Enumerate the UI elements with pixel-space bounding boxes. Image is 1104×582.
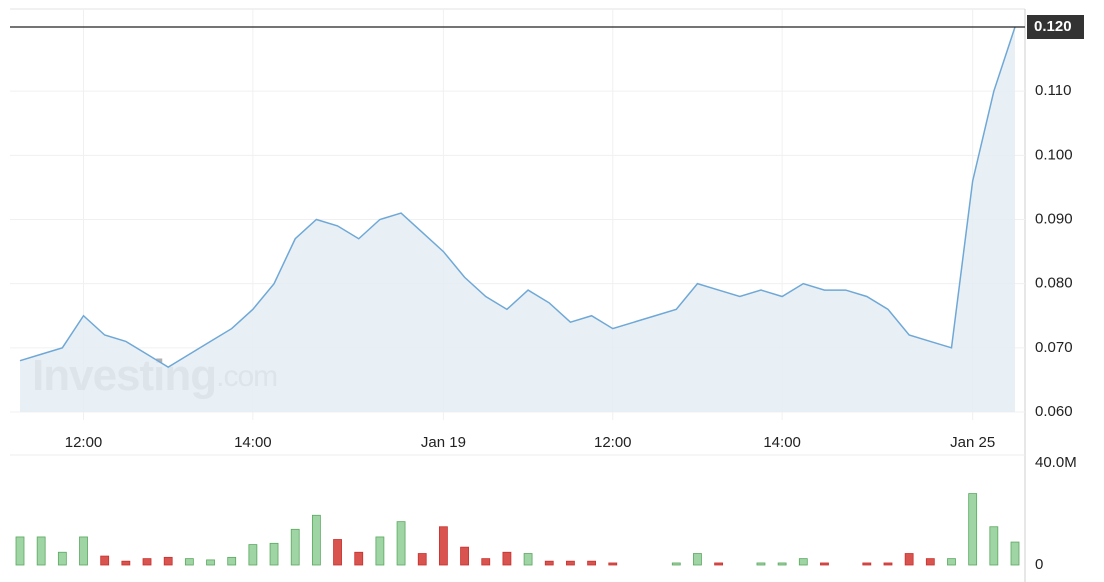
volume-bar [566,560,575,566]
volume-bar [227,556,237,566]
volume-bar [693,553,702,566]
area-fill [20,27,1015,412]
volume-bar [777,562,787,566]
volume-bar [206,559,215,566]
volume-bar [904,553,914,566]
volume-bar [587,560,596,566]
volume-bar [396,521,406,566]
volume-bar [544,560,554,566]
x-tick-label: 12:00 [65,434,103,451]
volume-bar [184,558,194,566]
volume-bar [121,560,131,566]
volume-bar [333,539,342,566]
last-price-box [1027,15,1084,39]
x-tick-label: Jan 25 [950,434,995,451]
x-tick-label: 14:00 [234,434,272,451]
y-tick-label: 0.100 [1035,146,1073,163]
volume-bar [311,514,321,566]
volume-bar [968,493,978,566]
x-tick-label: 12:00 [594,434,632,451]
volume-bar [100,555,110,566]
volume-bar [671,562,681,566]
x-tick-label: 14:00 [763,434,801,451]
volume-bar [36,536,46,566]
volume-bar [354,551,364,566]
volume-bar [439,526,448,566]
volume-bar [163,556,173,566]
volume-bar [502,551,512,566]
y-tick-label: 0.060 [1035,403,1073,420]
volume-bar [947,558,956,566]
volume-bar [989,526,999,566]
volume-bar [248,544,258,566]
y-tick-label: 0 [1035,556,1043,573]
volume-bar [523,553,533,566]
volume-bar [883,562,893,566]
y-tick-label: 0.090 [1035,210,1073,227]
y-tick-label: 0.110 [1035,82,1071,99]
volume-bar [925,558,935,566]
y-tick-label: 0.070 [1035,339,1073,356]
volume-bar [798,558,808,566]
volume-bar [460,546,469,566]
volume-bar [269,542,279,566]
volume-bar [142,558,152,566]
volume-bar [820,562,829,566]
last-price-label: 0.120 [1034,18,1072,35]
price-line [19,26,1016,368]
y-tick-label: 0.080 [1035,275,1073,292]
volume-bar [756,562,766,566]
volume-bar [481,558,491,566]
volume-bar [714,562,724,566]
y-tick-label: 40.0M [1035,454,1077,471]
volume-bar [375,536,385,566]
volume-bar [862,562,872,566]
volume-bar [1010,541,1020,566]
x-tick-label: Jan 19 [421,434,466,451]
volume-bar [608,562,618,566]
volume-bar [79,536,88,566]
volume-bar [57,551,67,566]
volume-bar [290,528,300,566]
volume-bar [15,536,25,566]
volume-bar [417,553,427,566]
